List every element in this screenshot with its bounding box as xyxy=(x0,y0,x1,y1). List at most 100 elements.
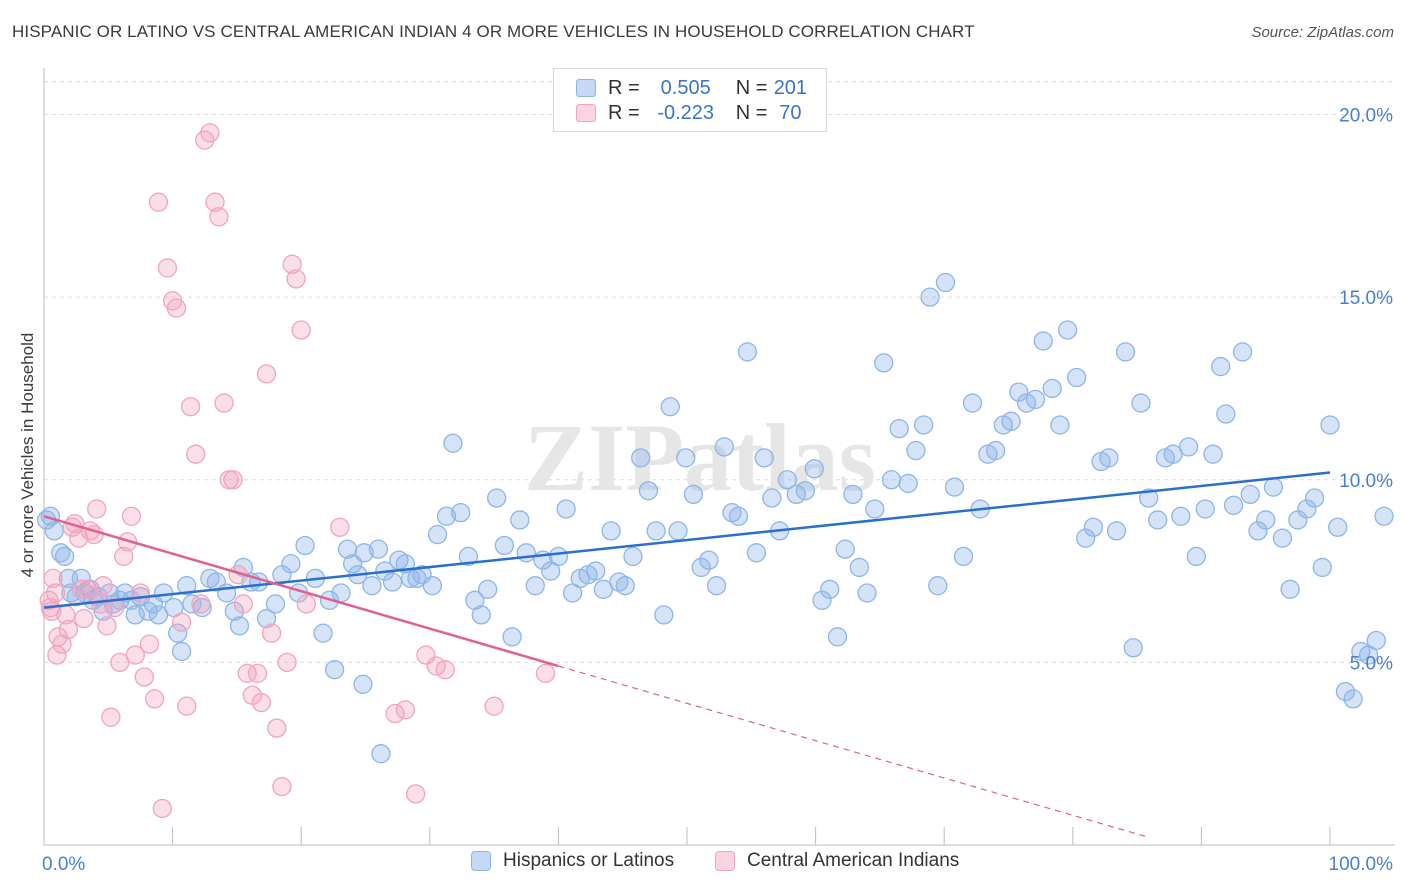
y-tick-label: 10.0% xyxy=(1339,471,1393,492)
central-american-point xyxy=(180,397,201,417)
legend-row-hispanics: R = 0.505 N = 201 xyxy=(576,75,813,101)
hispanic-point xyxy=(676,448,696,468)
central-american-point xyxy=(125,645,145,665)
hispanic-point xyxy=(1186,546,1206,567)
hispanic-point xyxy=(1148,510,1168,530)
hispanic-point xyxy=(1211,356,1231,377)
hispanic-point xyxy=(324,660,345,680)
central-american-point xyxy=(110,652,130,673)
central-american-point xyxy=(282,254,302,274)
hispanic-point xyxy=(1067,367,1087,388)
watermark: ZIPatlas xyxy=(524,404,876,511)
hispanic-point xyxy=(168,623,188,643)
hispanic-point xyxy=(177,576,197,596)
central-american-point xyxy=(251,692,271,713)
hispanic-point xyxy=(451,502,471,523)
hispanic-point xyxy=(935,272,956,293)
hispanic-point xyxy=(1115,342,1136,362)
trend-line-central-american xyxy=(43,515,559,668)
hispanic-point xyxy=(1256,510,1276,530)
hispanic-point xyxy=(728,506,749,526)
hispanic-point xyxy=(1042,378,1062,399)
central-american-point xyxy=(177,696,197,716)
hispanic-point xyxy=(1050,415,1070,435)
hispanic-point xyxy=(913,415,934,435)
central-american-point xyxy=(256,364,277,384)
hispanic-point xyxy=(593,579,614,599)
hispanic-point xyxy=(849,557,869,578)
hispanic-point xyxy=(820,579,840,599)
central-american-point xyxy=(385,703,405,724)
hispanic-point xyxy=(1123,638,1143,658)
hispanic-point xyxy=(331,583,351,603)
central-american-point xyxy=(93,576,113,596)
central-american-point xyxy=(144,689,165,709)
hispanic-point xyxy=(1304,488,1325,508)
central-american-point xyxy=(105,597,125,618)
legend-n-value: 201 xyxy=(773,76,808,99)
axes xyxy=(43,68,1395,846)
hispanic-point xyxy=(1335,681,1356,702)
hispanic-point xyxy=(427,524,448,545)
central-american-point xyxy=(247,663,268,683)
hispanic-point xyxy=(443,433,463,453)
source-label: Source: ZipAtlas.com xyxy=(1251,24,1394,41)
hispanic-point xyxy=(313,623,333,643)
hispanic-point xyxy=(354,543,374,563)
central-american-point xyxy=(58,619,79,640)
central-american-point xyxy=(330,517,350,537)
hispanic-point xyxy=(478,579,498,599)
hispanic-point xyxy=(660,397,680,417)
hispanic-point xyxy=(1001,411,1021,431)
central-american-point xyxy=(78,579,98,599)
hispanic-point xyxy=(1076,528,1096,548)
hispanic-point xyxy=(615,576,635,596)
central-american-point xyxy=(43,568,63,589)
hispanic-point xyxy=(1025,389,1046,410)
central-american-point xyxy=(171,612,192,632)
hispanic-point xyxy=(1240,484,1260,505)
central-american-point xyxy=(47,645,67,665)
central-american-point xyxy=(296,594,316,614)
hispanic-point xyxy=(1297,499,1317,519)
hispanic-point xyxy=(422,576,443,596)
hispanic-point xyxy=(1248,521,1268,541)
hispanic-point xyxy=(494,535,515,556)
hispanic-point xyxy=(683,484,704,505)
hispanic-point xyxy=(1328,517,1348,537)
hispanic-point xyxy=(265,594,286,614)
hispanic-point xyxy=(889,418,909,439)
central-american-point xyxy=(395,700,416,720)
central-american-point xyxy=(69,528,89,548)
central-american-point xyxy=(71,579,91,599)
central-american-point xyxy=(152,798,172,819)
hispanic-point xyxy=(436,506,457,526)
central-american-point xyxy=(191,594,211,614)
hispanic-point xyxy=(623,546,643,567)
hispanic-point xyxy=(516,543,536,563)
x-tick-labels: 0.0% 100.0% xyxy=(42,854,1393,875)
hispanic-point xyxy=(487,488,507,508)
y-tick-labels: 5.0% 10.0% 15.0% 20.0% xyxy=(1339,106,1393,675)
central-american-point xyxy=(205,192,225,212)
hispanic-point xyxy=(906,440,926,461)
hispanic-point xyxy=(229,616,250,636)
central-american-point xyxy=(406,784,426,804)
hispanic-point xyxy=(510,510,530,530)
hispanic-point xyxy=(953,546,974,567)
hispanic-point xyxy=(857,583,877,603)
hispanic-point xyxy=(944,477,965,497)
central-american-point xyxy=(223,470,243,490)
hispanic-point xyxy=(804,459,824,479)
legend-item-label: Central American Indians xyxy=(747,850,960,871)
hispanic-point xyxy=(1131,393,1151,413)
hispanic-point xyxy=(1106,521,1127,541)
stats-legend: R = 0.505 N = 201 R = -0.223 N = 70 xyxy=(553,68,827,132)
hispanic-point xyxy=(1366,630,1386,651)
central-american-point xyxy=(291,320,311,340)
hispanic-point xyxy=(256,608,277,629)
hispanic-point xyxy=(699,550,719,570)
central-american-point xyxy=(45,583,66,603)
central-american-point xyxy=(484,696,504,716)
